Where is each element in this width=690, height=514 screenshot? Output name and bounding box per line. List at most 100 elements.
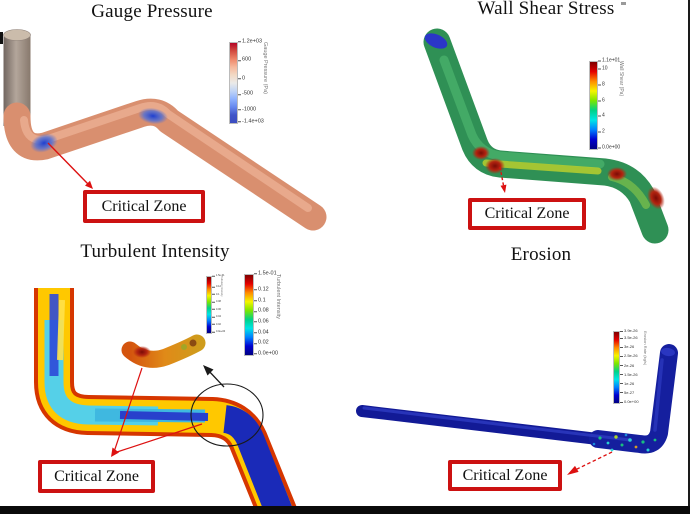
tick-mark	[254, 310, 257, 312]
tick-label: 0.08	[258, 307, 269, 314]
tick-label: 1.5e-01	[216, 273, 225, 277]
tick-label: 0.0e+00	[258, 350, 279, 357]
tick-mark	[598, 147, 601, 149]
turbulent-intensity-slice	[34, 288, 297, 514]
tick-label: 5e-27	[624, 389, 635, 395]
tick-mark	[620, 355, 623, 357]
tick-label: 0.0e+00	[216, 329, 226, 333]
tick-label: 6	[602, 97, 605, 104]
colorbar-tick: 1.5e-01	[254, 271, 277, 277]
colorbar-tick: -500	[238, 90, 254, 98]
tick-label: 0.08	[216, 299, 221, 303]
tick-mark	[598, 115, 601, 117]
colorbar-tick: 0.06	[212, 308, 221, 311]
tick-label: 0.0e+00	[602, 144, 621, 151]
colorbar-tick: 0.08	[212, 299, 221, 304]
tick-label: 4	[602, 112, 605, 119]
colorbar-gradient	[613, 331, 620, 404]
tick-label: 0.1	[216, 292, 220, 296]
tick-mark	[212, 275, 215, 277]
tick-label: 1.5e-26	[624, 371, 638, 377]
pipe-inlet-cap	[424, 33, 448, 49]
low-pressure-zone	[138, 107, 168, 125]
colorbar-tick: 4	[598, 112, 605, 119]
tick-label: 0.04	[216, 314, 221, 318]
tick-mark	[212, 331, 215, 333]
colorbar-turbulence-inset: 1.5e-01 0.12 0.1 0.08 0.06 0.04 0.02 0.0e+00 Tu…	[206, 274, 225, 334]
tick-mark	[620, 383, 623, 385]
tick-mark	[620, 337, 623, 339]
tick-label: 1.2e+03	[242, 38, 263, 45]
tick-mark	[254, 342, 257, 344]
tick-label: 0.06	[216, 307, 221, 311]
tick-label: 0.06	[258, 318, 269, 325]
tick-label: 600	[242, 56, 252, 63]
tick-mark	[238, 41, 241, 43]
colorbar-tick: 1.5e-01	[212, 273, 225, 278]
tick-mark	[238, 59, 241, 61]
tick-mark	[598, 100, 601, 102]
critical-zone-box-turbulence: Critical Zone	[38, 460, 155, 493]
edge-artifact	[0, 32, 3, 44]
tick-mark	[238, 93, 241, 95]
tick-mark	[212, 324, 215, 326]
high-shear-zone	[472, 146, 490, 160]
colorbar-tick: 0.0e+00	[212, 329, 226, 334]
colorbar-tick: 1e-26	[620, 381, 634, 386]
critical-zone-label: Critical Zone	[101, 197, 187, 215]
high-shear-zone	[485, 158, 505, 174]
tick-label: 3.9e-26	[624, 328, 638, 333]
colorbar-ticks: 1.1e+01 10 8 6 4 2 0.0e+00	[598, 58, 621, 151]
tick-label: 0.02	[216, 322, 221, 326]
tick-label: 1.5e-01	[258, 270, 277, 277]
tick-mark	[212, 316, 215, 318]
colorbar-tick: 0.04	[212, 314, 221, 319]
colorbar-tick: 1.1e+01	[598, 58, 620, 64]
colorbar-tick: 600	[238, 56, 252, 64]
panel-title-turbulent-intensity: Turbulent Intensity	[80, 241, 230, 262]
tick-label: 0.0e+00	[624, 399, 639, 404]
tick-mark	[212, 286, 215, 288]
tick-label: 3.5e-26	[624, 335, 638, 341]
colorbar-tick: 6	[598, 98, 605, 103]
erosion-pipe	[356, 344, 678, 454]
tick-mark	[254, 353, 257, 355]
tick-label: -1000	[242, 105, 257, 112]
turbulence-inset-elbow	[121, 334, 206, 368]
tick-label: 2e-26	[624, 362, 635, 368]
colorbar-tick: 0.02	[254, 340, 269, 347]
tick-label: 0.04	[258, 328, 269, 335]
colorbar-gauge-pressure: 1.2e+03 600 0 -500 -1000 -1.4e+03 Gauge Press…	[229, 39, 268, 124]
tick-mark	[620, 330, 623, 332]
critical-zone-box-pressure: Critical Zone	[83, 190, 205, 223]
colorbar-ticks: 1.2e+03 600 0 -500 -1000 -1.4e+03	[238, 39, 264, 124]
panel-title-gauge-pressure: Gauge Pressure	[91, 1, 213, 22]
tick-mark	[238, 78, 241, 80]
tick-mark	[254, 289, 257, 291]
tick-mark	[620, 392, 623, 394]
pipe-inlet-cap	[3, 29, 31, 41]
colorbar-label: Turbulent Intensity	[275, 274, 281, 320]
gauge-pressure-pipe	[3, 29, 327, 231]
colorbar-tick: 0.02	[212, 323, 221, 326]
colorbar-tick: 2e-26	[620, 362, 635, 368]
inset-dark-spot	[189, 339, 197, 347]
tick-mark	[238, 121, 241, 123]
tick-label: 0.12	[258, 286, 269, 293]
tick-label: -500	[242, 90, 254, 97]
tick-mark	[620, 374, 623, 376]
colorbar-tick: 1.2e+03	[238, 39, 262, 45]
tick-label: 0.12	[216, 284, 221, 288]
tick-mark	[598, 60, 601, 62]
colorbar-ticks: 1.5e-01 0.12 0.1 0.08 0.06 0.04 0.02 0.0e+00	[212, 274, 225, 333]
tick-label: 2	[602, 128, 605, 135]
critical-zone-arrow-erosion	[567, 451, 613, 475]
erosion-hotspots	[592, 433, 657, 452]
colorbar-tick: 2.5e-26	[620, 354, 638, 358]
colorbar-tick: 0.08	[254, 307, 269, 315]
colorbar-tick: 0	[238, 76, 245, 82]
colorbar-label: Wall Shear (Pa)	[618, 61, 624, 97]
tick-label: 2.5e-26	[624, 353, 638, 359]
colorbar-wall-shear: 1.1e+01 10 8 6 4 2 0.0e+00 Wall Shear (Pa)	[589, 58, 624, 151]
